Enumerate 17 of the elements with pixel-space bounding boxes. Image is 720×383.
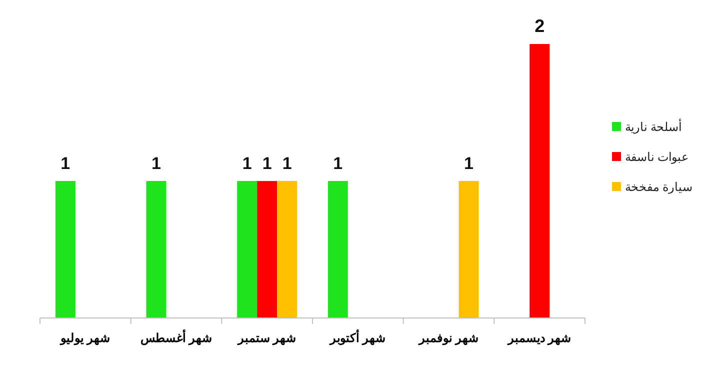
x-tick-label: شهر أغسطس: [140, 330, 212, 346]
legend-label: سيارة مفخخة: [625, 180, 692, 194]
data-label: 1: [152, 154, 161, 173]
x-tick-label: شهر أكتوبر: [329, 330, 386, 346]
data-label: 1: [333, 154, 343, 173]
data-label: 1: [464, 154, 474, 173]
x-tick-label: شهر ديسمبر: [506, 331, 572, 346]
data-label: 1: [60, 154, 70, 173]
data-label: 1: [282, 154, 292, 173]
legend-label: عبوات ناسفة: [625, 150, 688, 164]
x-tick-label: شهر نوفمبر: [418, 331, 478, 346]
data-label: 1: [242, 154, 252, 173]
data-label: 1: [262, 154, 272, 173]
x-tick-label: شهر يوليو: [60, 331, 110, 346]
legend-label: أسلحة نارية: [625, 119, 682, 134]
data-label: 2: [534, 16, 545, 36]
x-tick-label: شهر ستمبر: [236, 331, 296, 346]
